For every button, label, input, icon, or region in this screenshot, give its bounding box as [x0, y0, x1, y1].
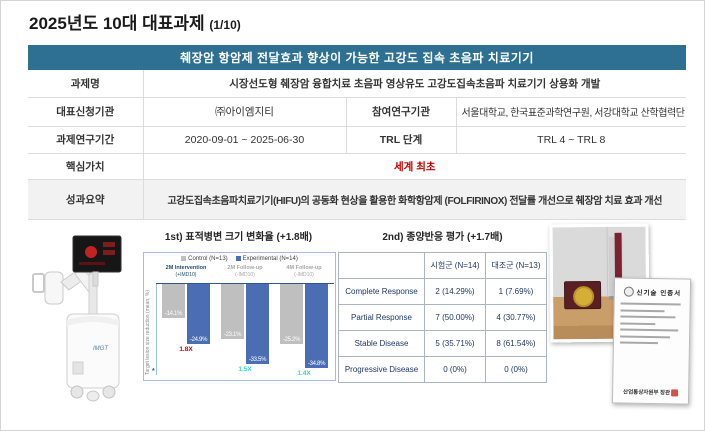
table-row: 과제명 시장선도형 췌장암 융합치료 초음파 영상유도 고강도집속초음파 치료기…	[28, 70, 686, 98]
tumor-response-table: 시험군 (N=14) 대조군 (N=13) Complete Response 2 (…	[338, 252, 547, 383]
period-label: 과제연구기간	[28, 126, 143, 154]
response-value: 0 (0%)	[424, 356, 486, 383]
group-label: 2M Intervention (+IMD10)	[165, 265, 207, 279]
table-row: 핵심가치 세계 최초	[28, 153, 686, 180]
lead-org-label: 대표신청기관	[28, 97, 143, 127]
page-indicator: (1/10)	[209, 18, 241, 32]
summary-label: 성과요약	[28, 179, 143, 220]
lead-org-value: ㈜아이엠지티	[142, 97, 346, 127]
response-category: Stable Disease	[338, 330, 425, 357]
core-value-value: 세계 최초	[142, 153, 686, 180]
legend-swatch-icon	[181, 256, 187, 261]
y-axis-label: Target lesion size reduction (mean, %)	[145, 289, 151, 375]
project-name-value: 시장선도형 췌장암 융합치료 초음파 영상유도 고강도집속초음파 치료기기 상용…	[142, 70, 686, 98]
response-value: 7 (50.00%)	[424, 304, 486, 331]
response-category: Partial Response	[338, 304, 425, 331]
response-col-header	[338, 252, 425, 279]
legend-swatch-icon	[235, 256, 241, 261]
page-title-text: 2025년도 10대 대표과제	[29, 14, 205, 33]
bar-value-label: -33.5%	[248, 357, 267, 363]
partner-org-label: 참여연구기관	[345, 97, 456, 127]
chart2-title: 2nd) 종양반응 평가 (+1.7배)	[382, 232, 503, 243]
table-row: 성과요약 고강도집속초음파치료기기(HIFU)의 공동화 현상을 활용한 화학항…	[28, 179, 686, 220]
ratio-label: 1.4X	[297, 370, 311, 377]
page-title: 2025년도 10대 대표과제 (1/10)	[29, 9, 241, 34]
partner-org-value: 서울대학교, 한국표준과학연구원, 서강대학교 산학협력단	[455, 97, 686, 127]
table-row: 췌장암 항암제 전달효과 향상이 가능한 고강도 집속 초음파 치료기기	[28, 45, 686, 70]
bar: -23.1%	[221, 284, 244, 339]
period-value: 2020-09-01 ~ 2025-06-30	[142, 126, 346, 154]
response-col-header: 대조군 (N=13)	[485, 252, 547, 279]
chart1-title: 1st) 표적병변 크기 변화율 (+1.8배)	[164, 232, 313, 243]
legend-item: Control (N=13)	[181, 256, 228, 262]
project-table-header: 췌장암 항암제 전달효과 향상이 가능한 고강도 집속 초음파 치료기기	[28, 45, 686, 70]
table-row: 대표신청기관 ㈜아이엠지티 참여연구기관 서울대학교, 한국표준과학연구원, 서…	[28, 97, 686, 127]
response-value: 0 (0%)	[485, 356, 547, 383]
group-label: 4M Follow-up (-IMD10)	[286, 265, 322, 279]
legend-item: Experimental (N=14)	[235, 256, 298, 262]
x-axis-baseline	[156, 283, 334, 284]
response-value: 4 (30.77%)	[485, 304, 547, 331]
bar-value-label: -24.9%	[189, 337, 208, 343]
certificate-header: 신기술 인증서	[621, 286, 684, 298]
group-label: 2M Follow-up (-IMD10)	[227, 265, 263, 279]
summary-value: 고강도집속초음파치료기기(HIFU)의 공동화 현상을 활용한 화학항암제 (F…	[142, 179, 686, 220]
lesion-change-bar-chart: Control (N=13) Experimental (N=14) Target …	[143, 252, 336, 381]
bar: -24.9%	[187, 284, 210, 344]
bar: -14.1%	[162, 284, 185, 318]
certificate-text-lines	[619, 302, 684, 345]
table-row: Complete Response 2 (14.29%) 1 (7.69%)	[338, 278, 547, 305]
government-emblem-icon	[623, 286, 634, 297]
bar: -34.8%	[305, 284, 328, 368]
trl-label: TRL 단계	[345, 126, 456, 154]
response-col-header: 시험군 (N=14)	[424, 252, 486, 279]
core-value-label: 핵심가치	[28, 153, 143, 180]
hifu-device-photo: IMGT	[32, 235, 122, 402]
y-axis-line	[156, 283, 157, 375]
ratio-label: 1.8X	[179, 346, 193, 353]
bar: -25.2%	[280, 284, 303, 344]
medal-box	[563, 280, 602, 310]
response-value: 1 (7.69%)	[485, 278, 547, 305]
table-row: Stable Disease 5 (35.71%) 8 (61.54%)	[338, 330, 547, 357]
response-value: 2 (14.29%)	[424, 278, 486, 305]
footnote-marker: *	[152, 368, 155, 375]
response-value: 8 (61.54%)	[485, 330, 547, 357]
bar: -33.5%	[246, 284, 269, 364]
table-row: Partial Response 7 (50.00%) 4 (30.77%)	[338, 304, 547, 331]
project-info-table: 췌장암 항암제 전달효과 향상이 가능한 고강도 집속 초음파 치료기기 과제명…	[28, 45, 686, 220]
response-category: Complete Response	[338, 278, 425, 305]
gold-medal	[573, 286, 595, 308]
table-row: 시험군 (N=14) 대조군 (N=13)	[338, 252, 547, 279]
chart-legend: Control (N=13) Experimental (N=14)	[144, 256, 335, 262]
ratio-label: 1.5X	[238, 366, 252, 373]
response-category: Progressive Disease	[338, 356, 425, 383]
device-logo: IMGT	[93, 346, 109, 352]
project-name-label: 과제명	[28, 70, 143, 98]
bar-value-label: -34.8%	[307, 361, 326, 367]
bar-value-label: -23.1%	[223, 332, 242, 338]
table-row: Progressive Disease 0 (0%) 0 (0%)	[338, 356, 547, 383]
trl-value: TRL 4 ~ TRL 8	[455, 126, 686, 154]
table-row: 과제연구기간 2020-09-01 ~ 2025-06-30 TRL 단계 TR…	[28, 126, 686, 154]
new-technology-certificate: 신기술 인증서 산업통상자원부 장관	[611, 277, 692, 405]
bar-value-label: -25.2%	[282, 337, 301, 343]
certificate-title: 신기술 인증서	[636, 289, 682, 298]
official-seal-icon	[671, 389, 679, 397]
certificate-issuer: 산업통상자원부 장관	[613, 387, 688, 397]
bar-value-label: -14.1%	[164, 311, 183, 317]
response-value: 5 (35.71%)	[424, 330, 486, 357]
